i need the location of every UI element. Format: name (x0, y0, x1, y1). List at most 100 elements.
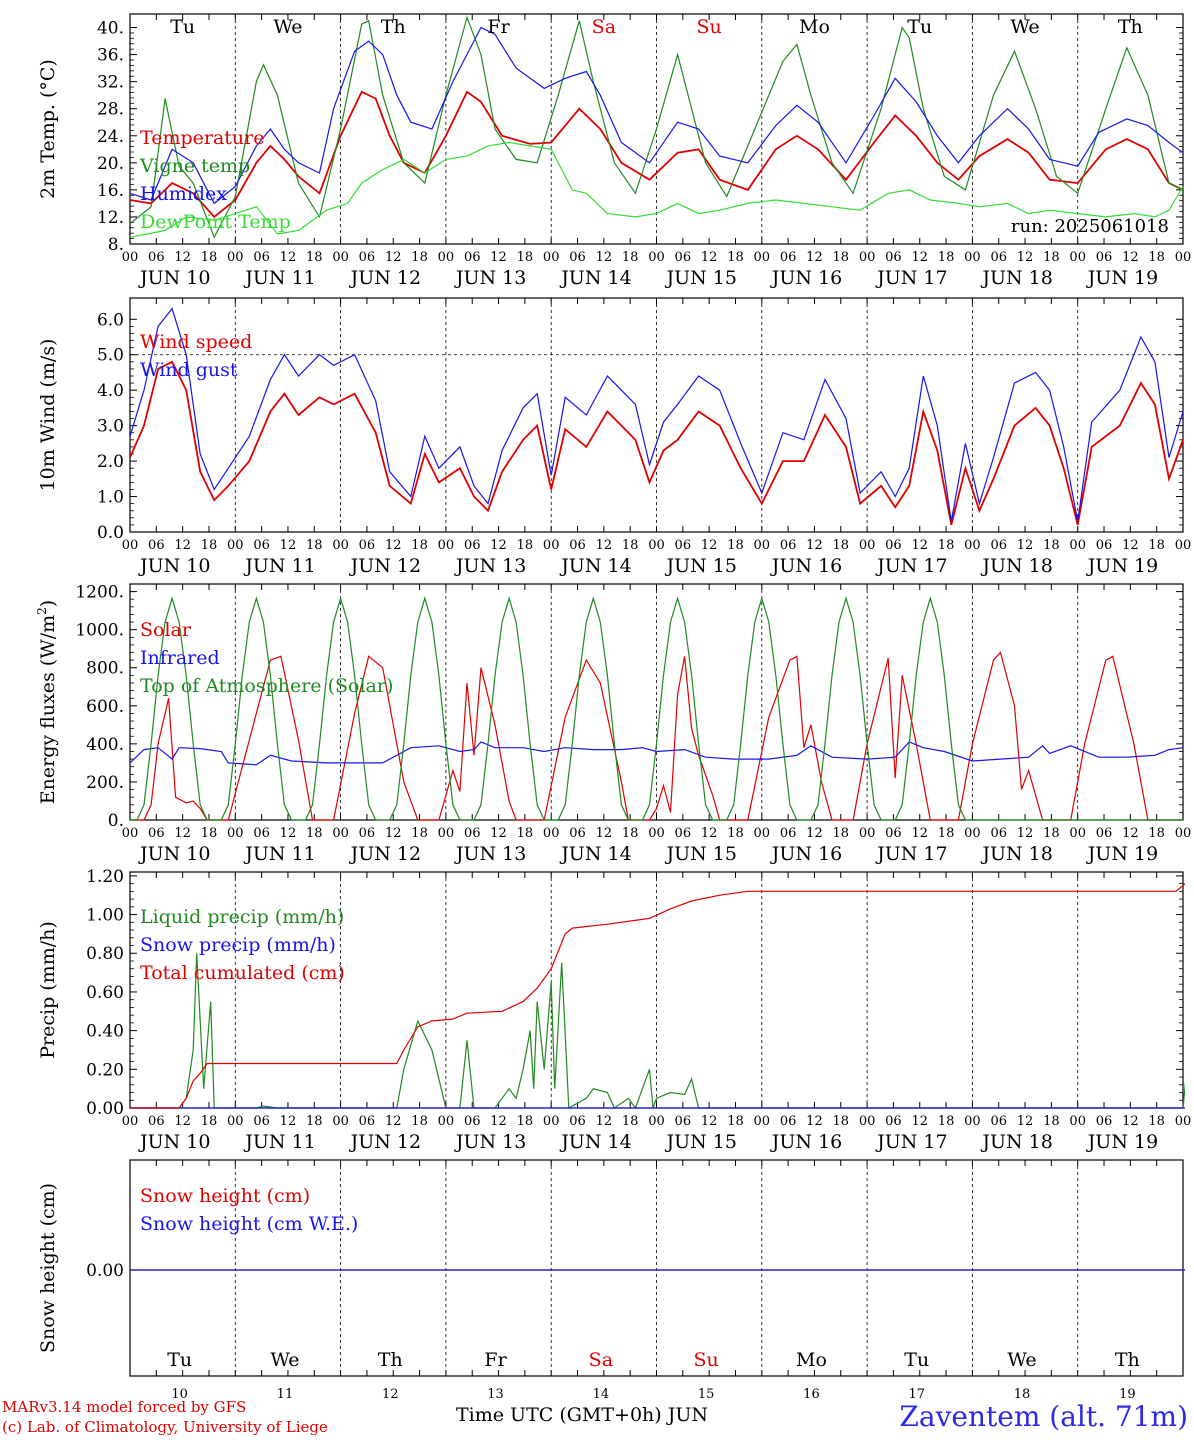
hour-tick-label: 06 (464, 1114, 481, 1129)
y-tick-label: 20. (97, 154, 124, 174)
hour-tick-label: 12 (1122, 826, 1139, 841)
y-axis-title: 10m Wind (m/s) (37, 339, 59, 492)
hour-tick-label: 00 (1069, 1114, 1086, 1129)
date-label: JUN 19 (1086, 555, 1158, 577)
hour-tick-label: 00 (859, 538, 876, 553)
y-tick-label: 5.0 (97, 346, 124, 366)
hour-tick-label: 00 (227, 1114, 244, 1129)
hour-tick-label: 18 (1148, 250, 1165, 265)
day-number: 14 (593, 1387, 610, 1402)
hour-tick-label: 12 (911, 250, 928, 265)
y-tick-label: 36. (97, 46, 124, 66)
hour-tick-label: 12 (174, 826, 191, 841)
day-number: 15 (698, 1387, 715, 1402)
hour-tick-label: 06 (253, 250, 270, 265)
hour-tick-label: 18 (727, 250, 744, 265)
date-label: JUN 12 (349, 1131, 421, 1153)
hour-tick-label: 06 (148, 538, 165, 553)
hour-tick-label: 06 (780, 250, 797, 265)
hour-tick-label: 00 (1175, 826, 1192, 841)
hour-tick-label: 12 (701, 250, 718, 265)
date-label: JUN 19 (1086, 1131, 1158, 1153)
date-label: JUN 14 (559, 555, 631, 577)
day-name: Tu (167, 1349, 192, 1371)
hour-tick-label: 06 (359, 538, 376, 553)
hour-tick-label: 18 (833, 250, 850, 265)
hour-tick-label: 12 (385, 1114, 402, 1129)
hour-tick-label: 12 (1122, 250, 1139, 265)
y-tick-label: 800. (86, 659, 124, 679)
hour-tick-label: 12 (490, 1114, 507, 1129)
day-number: 19 (1119, 1387, 1136, 1402)
hour-tick-label: 18 (306, 250, 323, 265)
y-tick-label: 2.0 (97, 452, 124, 472)
y-axis-title: Precip (mm/h) (37, 921, 59, 1059)
hour-tick-label: 00 (122, 1114, 139, 1129)
y-tick-label: 3.0 (97, 417, 124, 437)
hour-tick-label: 00 (648, 538, 665, 553)
series-line-vigne-temp (130, 15, 1184, 239)
hour-tick-label: 18 (201, 826, 218, 841)
legend-entry: Humidex (140, 183, 227, 205)
hour-tick-label: 12 (280, 538, 297, 553)
day-name: Tu (170, 16, 195, 38)
hour-tick-label: 00 (648, 1114, 665, 1129)
hour-tick-label: 06 (885, 250, 902, 265)
legend-entry: Top of Atmosphere (Solar) (140, 675, 393, 697)
hour-tick-label: 12 (174, 1114, 191, 1129)
hour-tick-label: 12 (280, 1114, 297, 1129)
hour-tick-label: 00 (859, 826, 876, 841)
hour-tick-label: 18 (938, 826, 955, 841)
series-line-solar (130, 651, 1183, 821)
date-label: JUN 18 (980, 555, 1052, 577)
y-tick-label: 8. (108, 235, 124, 255)
hour-tick-label: 18 (411, 538, 428, 553)
hour-tick-label: 18 (622, 1114, 639, 1129)
hour-tick-label: 18 (1148, 826, 1165, 841)
hour-tick-label: 06 (780, 1114, 797, 1129)
hour-tick-label: 12 (490, 826, 507, 841)
hour-tick-label: 06 (359, 1114, 376, 1129)
hour-tick-label: 00 (1069, 250, 1086, 265)
hour-tick-label: 06 (990, 250, 1007, 265)
hour-tick-label: 06 (359, 250, 376, 265)
model-credit: MARv3.14 model forced by GFS (2, 1398, 247, 1416)
date-label: JUN 17 (875, 555, 947, 577)
day-name: Sa (589, 1349, 613, 1371)
hour-tick-label: 00 (543, 538, 560, 553)
hour-tick-label: 06 (569, 538, 586, 553)
hour-tick-label: 00 (964, 826, 981, 841)
hour-tick-label: 06 (1096, 826, 1113, 841)
legend-entry: Snow height (cm) (140, 1185, 310, 1207)
day-number: 10 (171, 1387, 188, 1402)
hour-tick-label: 00 (754, 826, 771, 841)
hour-tick-label: 00 (859, 1114, 876, 1129)
y-tick-label: 32. (97, 73, 124, 93)
day-name: Su (694, 1349, 719, 1371)
hour-tick-label: 18 (727, 538, 744, 553)
date-label: JUN 14 (559, 267, 631, 289)
hour-tick-label: 18 (306, 538, 323, 553)
hour-tick-label: 12 (1017, 1114, 1034, 1129)
hour-tick-label: 12 (911, 538, 928, 553)
hour-tick-label: 12 (280, 250, 297, 265)
date-label: JUN 19 (1086, 843, 1158, 865)
hour-tick-label: 00 (438, 538, 455, 553)
y-tick-label: 12. (97, 208, 124, 228)
hour-tick-label: 12 (596, 1114, 613, 1129)
series-line-total-cumulated-cm- (130, 883, 1185, 1109)
hour-tick-label: 06 (464, 538, 481, 553)
legend-entry: Wind speed (140, 331, 252, 353)
hour-tick-label: 00 (122, 826, 139, 841)
hour-tick-label: 06 (990, 538, 1007, 553)
y-tick-label: 1.00 (86, 906, 124, 926)
hour-tick-label: 12 (490, 538, 507, 553)
date-label: JUN 13 (454, 555, 526, 577)
hour-tick-label: 18 (1043, 826, 1060, 841)
hour-tick-label: 12 (911, 826, 928, 841)
date-label: JUN 12 (349, 267, 421, 289)
hour-tick-label: 18 (517, 250, 534, 265)
hour-tick-label: 12 (1017, 826, 1034, 841)
date-label: JUN 17 (875, 843, 947, 865)
hour-tick-label: 06 (885, 1114, 902, 1129)
